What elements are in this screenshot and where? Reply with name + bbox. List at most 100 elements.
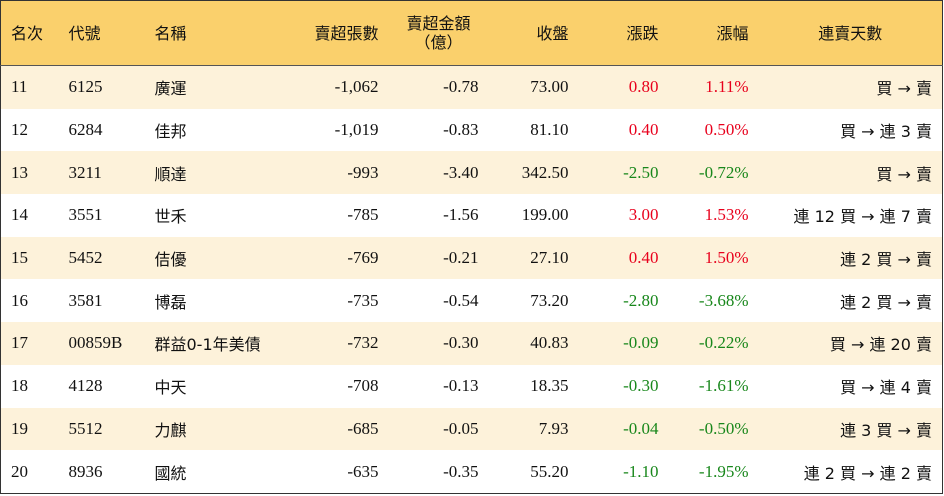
table-cell: 0.40 <box>578 236 669 280</box>
table-cell: 佳邦 <box>154 122 187 142</box>
table-cell: -1.56 <box>443 205 479 225</box>
column-header: 代號 <box>58 0 145 66</box>
table-cell: -0.21 <box>388 236 489 280</box>
column-header: 漲跌 <box>578 0 669 66</box>
table-cell: -0.50% <box>668 407 759 451</box>
table-row: 20 8936 國統 -635 -0.35 55.20 -1.10 -1.95% 連 2 買 →… <box>1 450 943 493</box>
table-cell: 國統 <box>154 463 187 483</box>
table-cell: 14 <box>11 205 28 225</box>
table-cell: -0.05 <box>388 407 489 451</box>
table-cell: 81.10 <box>530 120 569 140</box>
table-cell: 27.10 <box>488 236 579 280</box>
table-cell: 12 <box>11 120 28 140</box>
table-row: 15 5452 佶優 -769 -0.21 27.10 0.40 1.50% 連 2 買 → 賣 <box>0 236 943 280</box>
table-cell: -2.80 <box>623 290 659 310</box>
table-cell: 6284 <box>68 120 103 140</box>
column-header: 名稱 <box>144 0 289 66</box>
table-body: 11 6125 廣運 -1,062 -0.78 73.00 0.80 1.11% 買 → 賣 12… <box>0 65 943 494</box>
table-cell: 11 <box>0 65 59 109</box>
table-cell: 18 <box>11 376 28 396</box>
table-cell: -732 <box>288 322 389 365</box>
table-cell: -785 <box>347 205 379 225</box>
table-cell: -1,062 <box>288 65 389 109</box>
table-cell: -0.13 <box>443 376 479 396</box>
table-cell: -0.04 <box>578 407 669 451</box>
table-cell: 3551 <box>68 205 103 225</box>
column-header: 名次 <box>0 0 59 66</box>
table-cell: 買 → 連 20 賣 <box>758 322 943 365</box>
table-cell: 7.93 <box>488 407 579 451</box>
table-cell: 342.50 <box>488 151 579 195</box>
table-cell: 廣運 <box>144 65 289 109</box>
table-cell: -993 <box>288 151 389 195</box>
table-cell: -2.50 <box>578 151 669 195</box>
table-cell: 順達 <box>144 151 289 195</box>
column-header: 賣超金額 （億） <box>388 0 489 66</box>
table-cell: 5452 <box>58 236 145 280</box>
table-row: 18 4128 中天 -708 -0.13 18.35 -0.30 -1.61% 買 → 連 4… <box>1 365 943 408</box>
table-cell: 0.80 <box>578 65 669 109</box>
table-cell: -0.83 <box>443 120 479 140</box>
table-cell: 連 2 買 → 賣 <box>758 236 943 280</box>
table-cell: -0.35 <box>443 461 479 481</box>
table-cell: 連 2 買 → 賣 <box>840 292 932 312</box>
table-cell: -735 <box>347 290 379 310</box>
table-cell: -0.54 <box>443 290 479 310</box>
table-cell: 73.00 <box>488 65 579 109</box>
column-header: 收盤 <box>488 0 579 66</box>
table-cell: 3581 <box>68 290 103 310</box>
table-cell: 連 3 買 → 賣 <box>758 407 943 451</box>
table-cell: -3.40 <box>388 151 489 195</box>
table-cell: 群益0-1年美債 <box>144 322 289 365</box>
table-cell: 3211 <box>58 151 145 195</box>
table-cell: 0.50% <box>704 120 749 140</box>
table-cell: 1.53% <box>704 205 749 225</box>
table-cell: 00859B <box>58 322 145 365</box>
table-cell: -0.72% <box>668 151 759 195</box>
table-cell: 買 → 連 4 賣 <box>840 378 932 398</box>
table-cell: 連 2 買 → 連 2 賣 <box>803 463 932 483</box>
table-row: 19 5512 力麒 -685 -0.05 7.93 -0.04 -0.50% 連 3 買 → … <box>0 407 943 451</box>
table-row: 13 3211 順達 -993 -3.40 342.50 -2.50 -0.72% 買 → 賣 <box>0 151 943 195</box>
table-cell: -1,019 <box>334 120 379 140</box>
table-cell: 17 <box>0 322 59 365</box>
table-cell: 20 <box>11 461 28 481</box>
table-cell: 6125 <box>58 65 145 109</box>
table-cell: 1.50% <box>668 236 759 280</box>
table-cell: 5512 <box>58 407 145 451</box>
table-cell: -3.68% <box>698 290 749 310</box>
table-row: 11 6125 廣運 -1,062 -0.78 73.00 0.80 1.11% 買 → 賣 <box>0 65 943 109</box>
table-cell: 73.20 <box>530 290 569 310</box>
table-cell: 8936 <box>68 461 103 481</box>
table-cell: 3.00 <box>628 205 659 225</box>
table-cell: -0.30 <box>623 376 659 396</box>
table-cell: 力麒 <box>144 407 289 451</box>
column-header: 漲幅 <box>668 0 759 66</box>
table-cell: -1.10 <box>623 461 659 481</box>
table-cell: -635 <box>347 461 379 481</box>
table-row: 16 3581 博磊 -735 -0.54 73.20 -2.80 -3.68% 連 2 買 →… <box>1 279 943 322</box>
table-cell: 1.11% <box>668 65 759 109</box>
table-cell: 0.40 <box>628 120 659 140</box>
table-cell: -0.09 <box>578 322 669 365</box>
table-cell: 買 → 賣 <box>758 151 943 195</box>
table-row: 12 6284 佳邦 -1,019 -0.83 81.10 0.40 0.50% 買 → 連 3… <box>1 109 943 152</box>
table-cell: 佶優 <box>144 236 289 280</box>
table-cell: 4128 <box>68 376 103 396</box>
table-cell: -685 <box>288 407 389 451</box>
table-cell: 40.83 <box>488 322 579 365</box>
table-cell: 13 <box>0 151 59 195</box>
table-cell: 19 <box>0 407 59 451</box>
table-cell: -0.30 <box>388 322 489 365</box>
table-cell: 中天 <box>154 378 187 398</box>
table-cell: 16 <box>11 290 28 310</box>
table-cell: -1.61% <box>698 376 749 396</box>
table-cell: -1.95% <box>698 461 749 481</box>
table-cell: -0.78 <box>388 65 489 109</box>
table-row: 14 3551 世禾 -785 -1.56 199.00 3.00 1.53% 連 12 買 →… <box>1 194 943 237</box>
table-cell: 博磊 <box>154 292 187 312</box>
table-cell: 199.00 <box>521 205 569 225</box>
table-cell: -708 <box>347 376 379 396</box>
